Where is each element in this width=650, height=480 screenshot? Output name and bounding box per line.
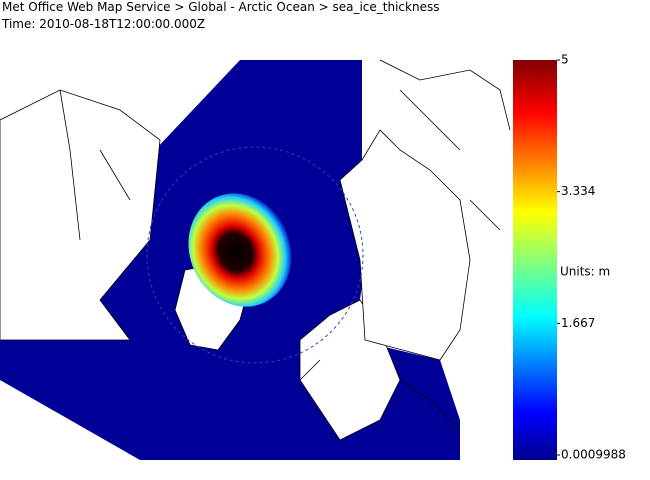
colorbar-label: 5 <box>561 53 569 67</box>
latitude-circle <box>146 146 364 364</box>
colorbar-label: 3.334 <box>561 184 595 198</box>
time-label: Time: 2010-08-18T12:00:00.000Z <box>2 17 206 31</box>
coastlines <box>59 59 511 431</box>
title: Met Office Web Map Service > Global - Ar… <box>2 0 440 14</box>
colorbar-label: 0.0009988 <box>561 448 626 462</box>
ocean <box>0 60 471 460</box>
colorbar-label: 1.667 <box>561 316 595 330</box>
colorbar <box>513 60 557 460</box>
units-label: Units: m <box>560 265 610 279</box>
sea-ice <box>188 193 292 307</box>
